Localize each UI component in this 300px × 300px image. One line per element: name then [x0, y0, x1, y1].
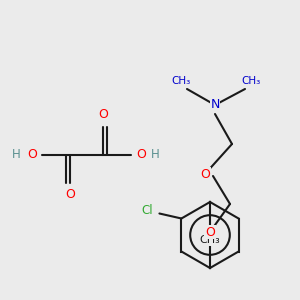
Text: Cl: Cl	[142, 204, 153, 217]
Text: O: O	[200, 167, 210, 181]
Text: N: N	[210, 98, 220, 112]
Text: O: O	[98, 109, 108, 122]
Text: CH₃: CH₃	[200, 235, 220, 245]
Text: H: H	[12, 148, 20, 161]
Text: CH₃: CH₃	[171, 76, 190, 86]
Text: O: O	[136, 148, 146, 161]
Text: O: O	[65, 188, 75, 202]
Text: O: O	[205, 226, 215, 238]
Text: O: O	[27, 148, 37, 161]
Text: H: H	[151, 148, 159, 161]
Text: CH₃: CH₃	[242, 76, 261, 86]
